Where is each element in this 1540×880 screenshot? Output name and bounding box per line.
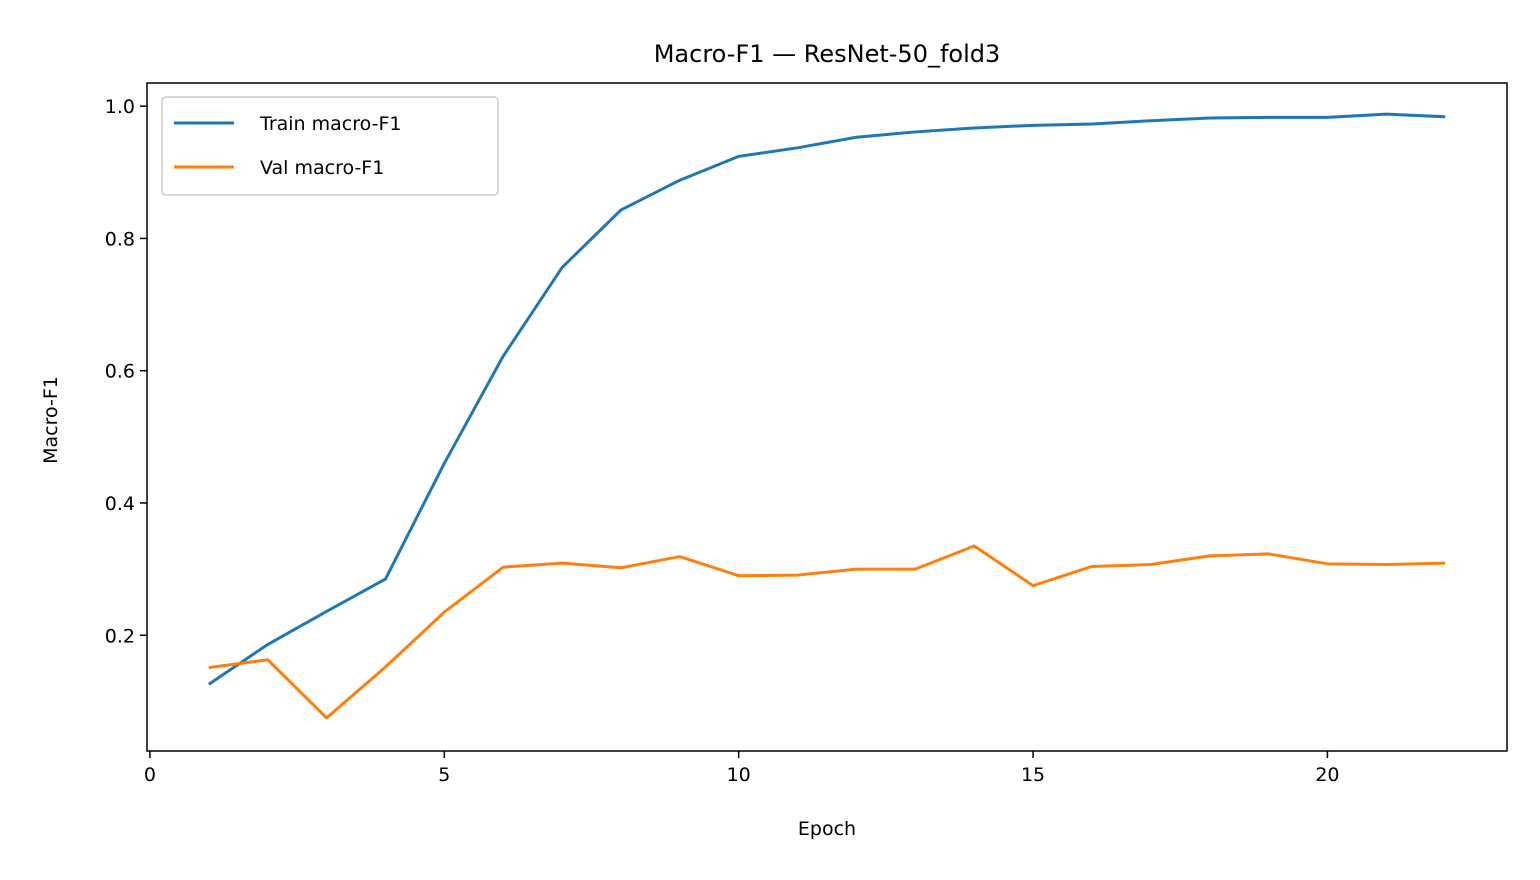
y-tick-label: 1.0 (105, 96, 135, 118)
y-axis-label: Macro-F1 (40, 376, 62, 464)
plot-frame (146, 82, 1508, 752)
chart-title: Macro-F1 — ResNet-50_fold3 (654, 40, 1001, 68)
y-tick-label: 0.2 (105, 625, 135, 647)
x-tick-label: 5 (438, 764, 450, 786)
y-tick-label: 0.8 (105, 228, 135, 250)
legend-label-val: Val macro-F1 (260, 157, 384, 179)
x-axis-ticks: 0 5 10 15 20 (144, 751, 1340, 786)
y-tick-label: 0.4 (105, 493, 135, 515)
plot-area (146, 82, 1508, 752)
y-tick-label: 0.6 (105, 361, 135, 383)
series-layer (207, 112, 1446, 720)
y-axis-ticks: 0.2 0.4 0.6 0.8 1.0 (105, 96, 147, 647)
series-line-train (207, 112, 1446, 686)
legend-box (161, 96, 499, 196)
x-axis-label: Epoch (798, 818, 856, 840)
x-tick-label: 15 (1021, 764, 1045, 786)
legend-label-train: Train macro-F1 (259, 113, 401, 135)
x-tick-label: 20 (1315, 764, 1339, 786)
series-line-val (208, 544, 1446, 720)
x-tick-label: 10 (727, 764, 751, 786)
legend: Train macro-F1 Val macro-F1 (161, 96, 499, 196)
x-tick-label: 0 (144, 764, 156, 786)
